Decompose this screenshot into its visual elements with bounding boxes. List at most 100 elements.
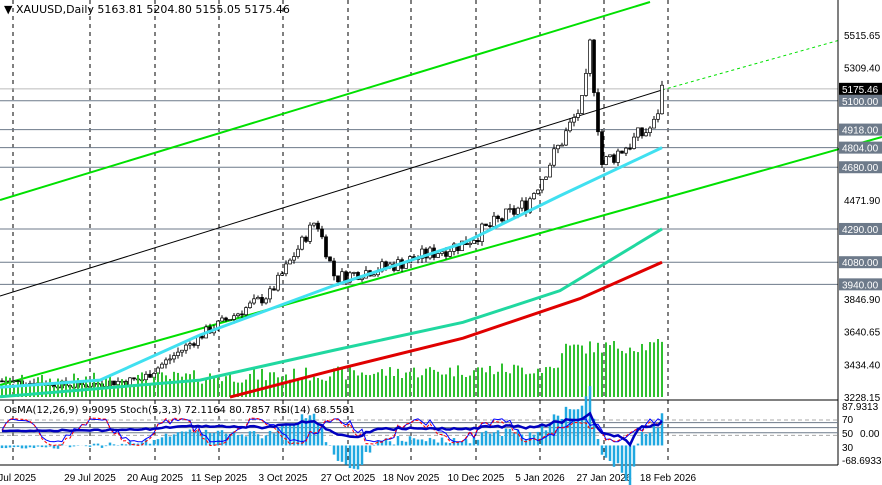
candle [660,84,664,115]
price-tag [839,123,882,136]
candle [192,343,196,346]
candle [256,297,260,300]
candle [220,317,224,322]
candle [304,236,308,242]
candle [276,274,280,291]
price-tag [839,94,882,107]
x-tick-label: 29 Jul 2025 [64,473,116,484]
x-tick-label: 3 Oct 2025 [259,473,308,484]
candle [588,39,592,74]
dropdown-triangle-icon[interactable]: ▼ [4,3,13,16]
x-tick-label: 5 Jan 2026 [515,473,565,484]
candle [496,215,500,219]
ohlc-open: 5163.81 [97,3,143,16]
candle [332,260,336,277]
x-tick-label: 10 Dec 2025 [448,473,505,484]
indicator-header: OsMA(12,26,9) 9.9095 Stoch(5,3,3) 72.116… [4,405,355,416]
y-tick-label: 3434.40 [844,360,881,371]
candle [280,273,284,276]
ma-slow-line [229,260,663,399]
osc-tick-label: 87.9313 [842,402,879,413]
y-tick-label: 4471.90 [844,196,881,207]
candle [440,251,444,254]
price-tag-label: 4080.00 [842,258,879,269]
candle [572,117,576,123]
candle [576,113,580,118]
price-tag-label: 4918.00 [842,126,879,137]
candle [616,150,620,163]
price-tag-label: 4290.00 [842,225,879,236]
x-tick-label: 7 Jul 2025 [0,473,37,484]
y-tick-label: 3846.90 [844,295,881,306]
candle [316,222,320,230]
stoch-signal-line [1,416,663,447]
symbol-label: XAUUSD,Daily [15,3,94,16]
candle [488,225,492,227]
price-tag [839,256,882,269]
candle [16,380,20,383]
candle [180,349,184,353]
price-tag [839,278,882,291]
candle [516,207,520,215]
x-tick-label: 27 Jan 2026 [576,473,631,484]
candle [188,343,192,346]
candle [184,344,188,351]
candle [288,259,292,265]
x-tick-label: 11 Sep 2025 [191,473,247,484]
candle [112,380,116,386]
candle [160,363,164,369]
candle [648,127,652,133]
candle [460,240,464,251]
candle [176,351,180,356]
candle [604,156,608,165]
channel-upper-line [0,1,651,201]
ma-fast-line [0,146,663,389]
rsi-line [2,411,663,448]
candle [224,317,228,321]
y-tick-label: 3640.65 [844,328,881,339]
candle [268,288,272,300]
candle [592,39,596,93]
candle [628,147,632,150]
candle [168,358,172,361]
channel-mid-line [0,89,663,297]
rsi-label: RSI(14) 68.5581 [273,405,355,416]
x-tick-label: 27 Oct 2025 [321,473,376,484]
candle [420,248,424,259]
candle [264,298,268,304]
candle [0,380,4,383]
price-tag-label: 5175.46 [842,85,879,96]
candle [324,236,328,258]
candle [608,154,612,157]
candle [564,130,568,146]
candle [372,274,376,277]
candle [636,127,640,138]
candle [536,189,540,194]
candle [436,253,440,258]
price-tag-label: 3940.00 [842,280,879,291]
candle [384,261,388,268]
candle [200,335,204,339]
candle [232,315,236,320]
candle [12,380,16,383]
candle [328,256,332,262]
osma-label: OsMA(12,26,9) 9.9095 [4,405,117,416]
candle [236,313,240,317]
candle [444,251,448,257]
candle [528,198,532,213]
channel-lower-line [0,136,882,386]
osc-tick-label: 0.00 [860,429,880,440]
candle [600,131,604,165]
price-tag-label: 4680.00 [842,163,879,174]
candle [172,355,176,360]
candle [272,288,276,291]
ohlc-close: 5175.46 [244,3,290,16]
price-tag [839,161,882,174]
candle [132,377,136,380]
candle [580,95,584,114]
candle [248,302,252,309]
candle [540,179,544,191]
ohlc-high: 5204.80 [146,3,192,16]
